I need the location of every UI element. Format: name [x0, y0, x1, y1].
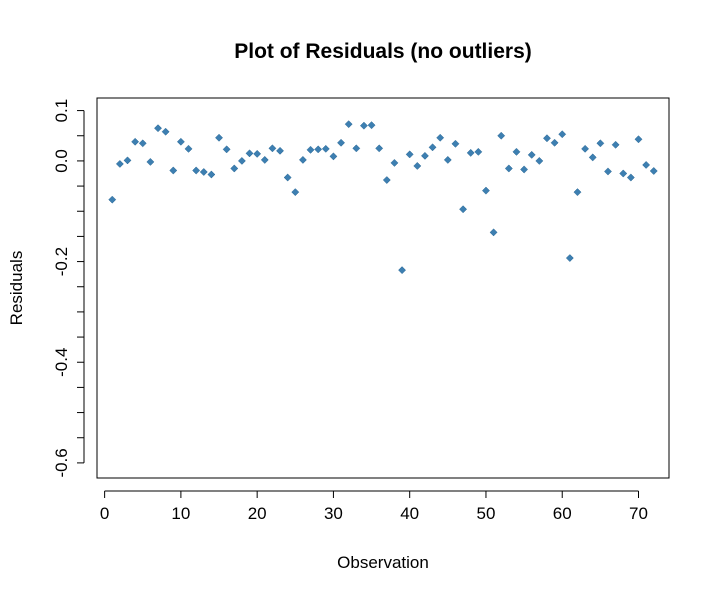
data-point [344, 120, 353, 129]
data-point [321, 144, 330, 153]
data-point [588, 153, 597, 162]
data-point [451, 139, 460, 148]
data-point [367, 121, 376, 130]
data-point [215, 133, 223, 142]
data-point [260, 155, 269, 164]
x-tick-label: 40 [400, 504, 419, 523]
data-point [352, 144, 361, 153]
x-axis-label: Observation [337, 553, 429, 572]
data-point [154, 124, 162, 133]
data-point [176, 137, 185, 146]
data-point [573, 188, 582, 197]
data-point [596, 139, 605, 148]
data-point [497, 131, 506, 140]
data-point [245, 149, 254, 158]
data-point [382, 176, 391, 184]
data-point [291, 188, 300, 197]
data-point [489, 228, 498, 237]
data-point [405, 150, 414, 159]
data-point [268, 144, 277, 153]
data-point [253, 149, 262, 158]
data-point [642, 160, 651, 169]
data-point [550, 138, 559, 147]
data-point [398, 266, 407, 275]
y-tick-label: -0.4 [52, 348, 71, 377]
x-tick-label: 70 [629, 504, 648, 523]
data-point [108, 195, 117, 204]
data-point [482, 186, 490, 195]
data-point [276, 146, 284, 155]
y-axis: 0.1 0.0 -0.2 -0.4 -0.6 [52, 99, 85, 478]
data-point [337, 138, 346, 147]
data-point [626, 173, 635, 182]
data-point [138, 139, 147, 148]
x-tick-label: 30 [324, 504, 343, 523]
x-tick-label: 20 [248, 504, 267, 523]
y-tick-label: -0.2 [52, 247, 71, 276]
x-tick-label: 60 [553, 504, 572, 523]
data-point [314, 145, 323, 154]
data-point [504, 164, 513, 173]
data-point [619, 169, 628, 178]
data-point [131, 137, 140, 146]
data-point [535, 156, 544, 165]
data-point [192, 166, 201, 175]
data-point [527, 150, 536, 159]
data-point [115, 159, 124, 168]
data-point [611, 140, 620, 149]
y-axis-label: Residuals [7, 251, 26, 326]
data-point [359, 121, 368, 130]
y-tick-label: 0.0 [52, 149, 71, 173]
data-point [306, 145, 315, 154]
data-point [443, 155, 452, 164]
data-point [161, 127, 170, 136]
x-tick-label: 10 [171, 504, 190, 523]
y-tick-label: -0.6 [52, 448, 71, 477]
data-point [520, 165, 529, 174]
chart-title: Plot of Residuals (no outliers) [234, 40, 532, 63]
data-point [375, 144, 384, 153]
data-point [543, 134, 551, 143]
data-point [169, 166, 178, 175]
data-point [123, 156, 132, 165]
data-point [184, 144, 193, 153]
data-point [558, 130, 567, 139]
data-point [329, 152, 338, 161]
data-point [459, 205, 468, 214]
data-points [108, 120, 658, 275]
data-point [390, 158, 399, 167]
x-tick-label: 50 [476, 504, 495, 523]
x-axis: 0 10 20 30 40 50 60 70 [100, 490, 648, 523]
data-point [199, 168, 208, 176]
data-point [634, 135, 643, 144]
data-point [428, 143, 437, 152]
data-point [298, 155, 307, 164]
data-point [565, 254, 574, 263]
data-point [512, 147, 521, 156]
data-point [474, 147, 483, 156]
data-point [581, 144, 590, 153]
data-point [466, 148, 475, 157]
data-point [283, 173, 292, 182]
x-tick-label: 0 [100, 504, 109, 523]
data-point [420, 151, 429, 160]
data-point [230, 164, 239, 173]
data-point [237, 156, 246, 165]
plot-frame [96, 97, 670, 479]
y-tick-label: 0.1 [52, 99, 71, 123]
data-point [413, 161, 422, 170]
data-point [649, 167, 658, 175]
data-point [604, 167, 612, 176]
data-point [146, 157, 155, 166]
data-point [207, 170, 216, 179]
data-point [222, 145, 231, 154]
data-point [436, 133, 445, 142]
